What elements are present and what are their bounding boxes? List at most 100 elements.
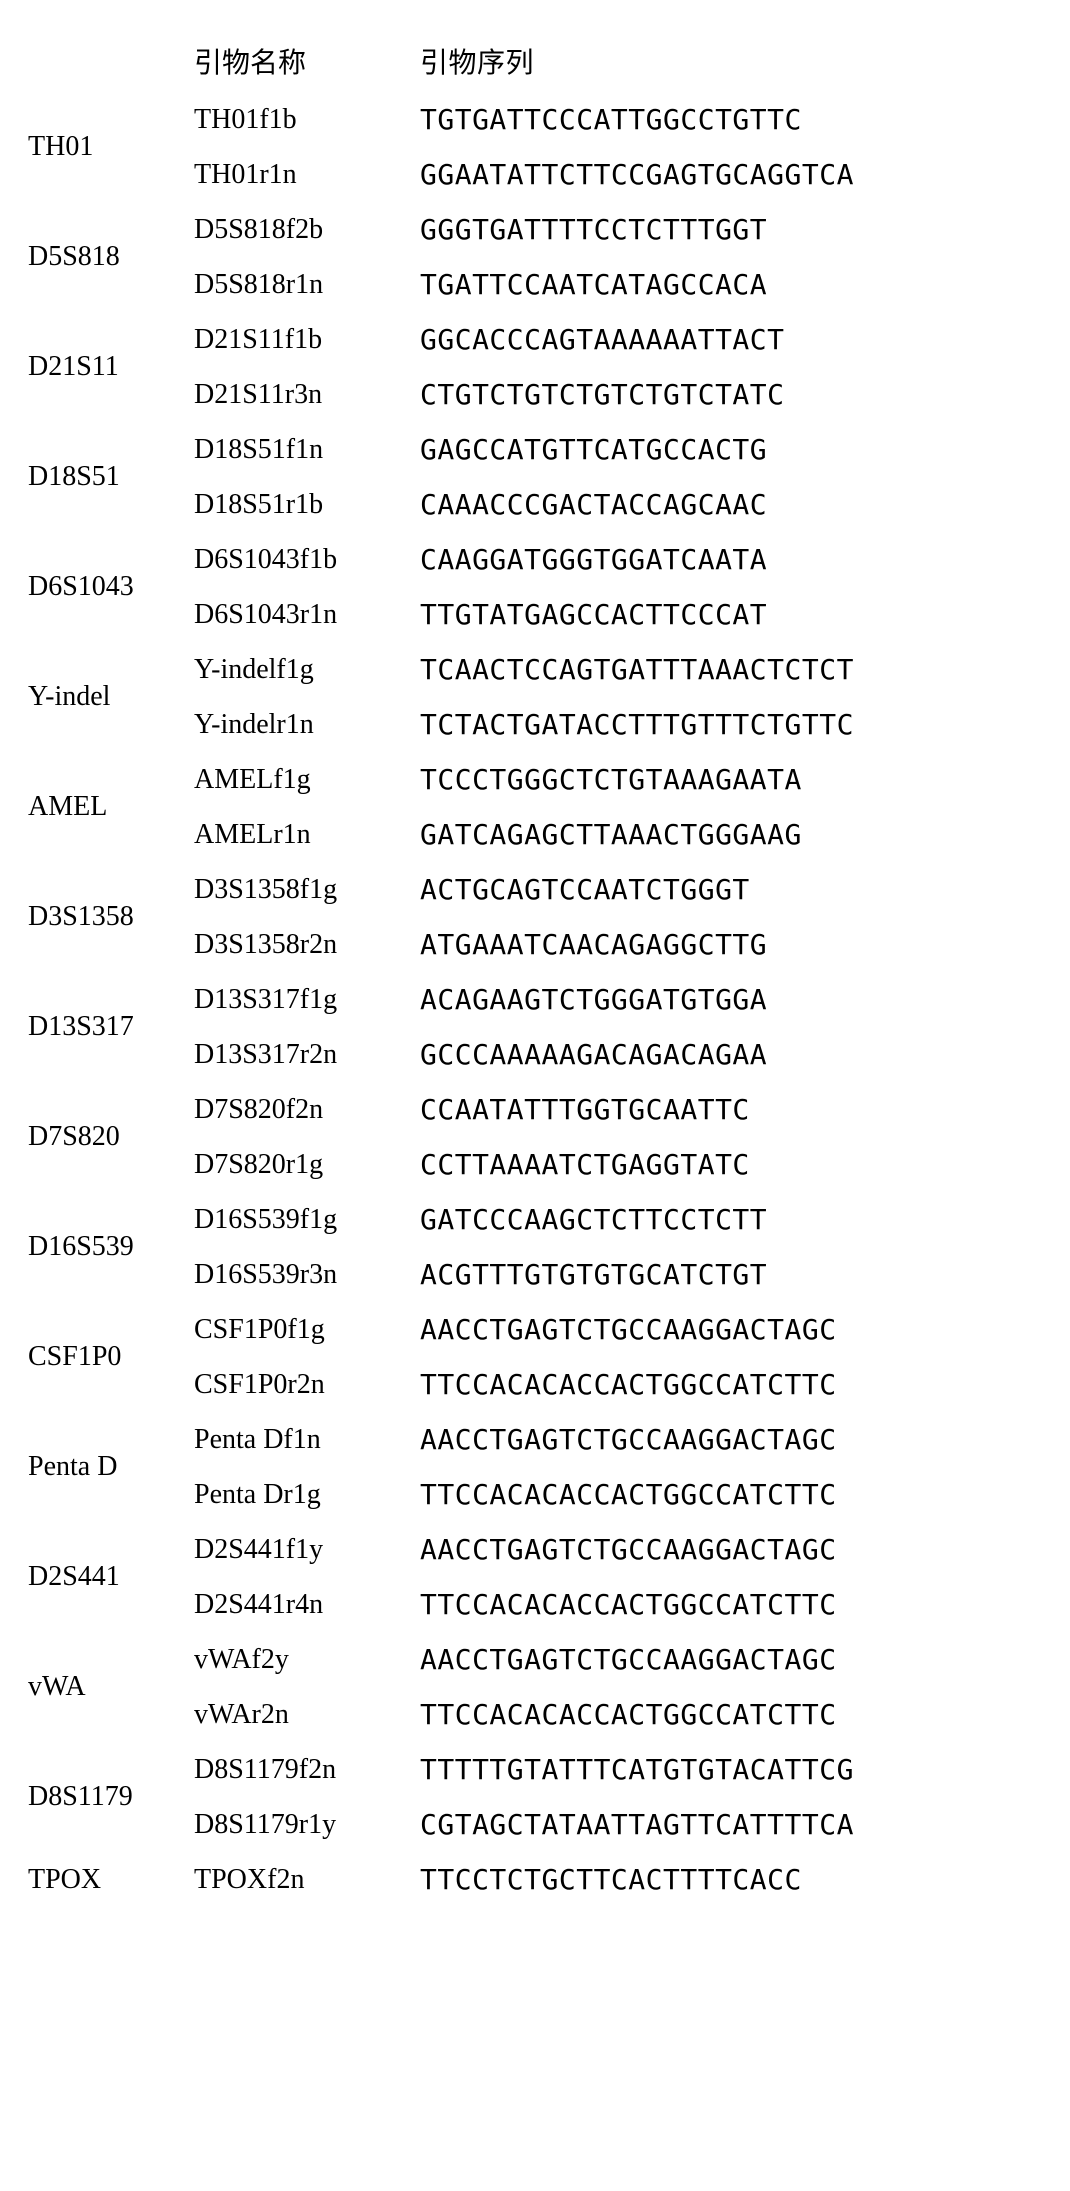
locus-cell: D3S1358: [20, 862, 186, 917]
locus-label: D21S11: [28, 351, 119, 383]
table-row: D13S317D13S317f1gACAGAAGTCTGGGATGTGGA: [20, 972, 1050, 1027]
table-row: D18S51r1bCAAACCCGACTACCAGCAAC: [20, 477, 1050, 532]
primer-name-cell: D18S51r1b: [186, 477, 412, 532]
primer-name-cell: D18S51f1n: [186, 422, 412, 477]
primer-seq-cell: CAAACCCGACTACCAGCAAC: [412, 477, 1050, 532]
primer-seq-cell: GGAATATTCTTCCGAGTGCAGGTCA: [412, 147, 1050, 202]
table-row: D16S539D16S539f1gGATCCCAAGCTCTTCCTCTT: [20, 1192, 1050, 1247]
locus-label: D2S441: [28, 1561, 120, 1593]
locus-cell: Penta D: [20, 1412, 186, 1467]
table-header-row: 引物名称 引物序列: [20, 30, 1050, 92]
table-row: D5S818r1nTGATTCCAATCATAGCCACA: [20, 257, 1050, 312]
table-row: CSF1P0CSF1P0f1gAACCTGAGTCTGCCAAGGACTAGC: [20, 1302, 1050, 1357]
locus-cell: D2S441: [20, 1522, 186, 1577]
primer-name-cell: D13S317r2n: [186, 1027, 412, 1082]
primer-name-cell: D6S1043f1b: [186, 532, 412, 587]
primer-seq-cell: TTGTATGAGCCACTTCCCAT: [412, 587, 1050, 642]
table-row: vWAr2nTTCCACACACCACTGGCCATCTTC: [20, 1687, 1050, 1742]
primer-seq-cell: GGGTGATTTTCCTCTTTGGT: [412, 202, 1050, 257]
locus-label: D16S539: [28, 1231, 134, 1263]
primer-seq-cell: TTCCACACACCACTGGCCATCTTC: [412, 1687, 1050, 1742]
primer-name-cell: CSF1P0r2n: [186, 1357, 412, 1412]
locus-label: Penta D: [28, 1451, 117, 1483]
locus-label: TH01: [28, 131, 93, 163]
primer-name-cell: D5S818f2b: [186, 202, 412, 257]
table-row: TH01r1nGGAATATTCTTCCGAGTGCAGGTCA: [20, 147, 1050, 202]
table-row: D2S441r4nTTCCACACACCACTGGCCATCTTC: [20, 1577, 1050, 1632]
table-row: Penta DPenta Df1nAACCTGAGTCTGCCAAGGACTAG…: [20, 1412, 1050, 1467]
primer-name-cell: CSF1P0f1g: [186, 1302, 412, 1357]
table-row: D3S1358D3S1358f1gACTGCAGTCCAATCTGGGT: [20, 862, 1050, 917]
primer-name-cell: D3S1358f1g: [186, 862, 412, 917]
table-row: AMELAMELf1gTCCCTGGGCTCTGTAAAGAATA: [20, 752, 1050, 807]
primer-name-cell: vWAf2y: [186, 1632, 412, 1687]
table-row: vWAvWAf2yAACCTGAGTCTGCCAAGGACTAGC: [20, 1632, 1050, 1687]
primer-seq-cell: TCCCTGGGCTCTGTAAAGAATA: [412, 752, 1050, 807]
primer-name-cell: D16S539r3n: [186, 1247, 412, 1302]
primer-table: 引物名称 引物序列 TH01TH01f1bTGTGATTCCCATTGGCCTG…: [20, 30, 1050, 1907]
primer-seq-cell: TTCCACACACCACTGGCCATCTTC: [412, 1467, 1050, 1522]
primer-seq-cell: GCCCAAAAAGACAGACAGAA: [412, 1027, 1050, 1082]
primer-name-cell: D16S539f1g: [186, 1192, 412, 1247]
primer-seq-cell: ATGAAATCAACAGAGGCTTG: [412, 917, 1050, 972]
locus-cell: D6S1043: [20, 532, 186, 587]
header-locus: [20, 30, 186, 92]
primer-seq-cell: ACGTTTGTGTGTGCATCTGT: [412, 1247, 1050, 1302]
table-row: D6S1043r1nTTGTATGAGCCACTTCCCAT: [20, 587, 1050, 642]
table-row: D3S1358r2nATGAAATCAACAGAGGCTTG: [20, 917, 1050, 972]
primer-seq-cell: AACCTGAGTCTGCCAAGGACTAGC: [412, 1412, 1050, 1467]
primer-name-cell: D8S1179r1y: [186, 1797, 412, 1852]
primer-seq-cell: CGTAGCTATAATTAGTTCATTTTCA: [412, 1797, 1050, 1852]
primer-name-cell: D2S441f1y: [186, 1522, 412, 1577]
locus-cell: vWA: [20, 1632, 186, 1687]
locus-cell: TH01: [20, 92, 186, 147]
primer-seq-cell: TCTACTGATACCTTTGTTTCTGTTC: [412, 697, 1050, 752]
primer-seq-cell: GATCAGAGCTTAAACTGGGAAG: [412, 807, 1050, 862]
primer-seq-cell: TTCCACACACCACTGGCCATCTTC: [412, 1357, 1050, 1412]
table-row: D7S820r1gCCTTAAAATCTGAGGTATC: [20, 1137, 1050, 1192]
primer-name-cell: D5S818r1n: [186, 257, 412, 312]
table-row: D2S441D2S441f1yAACCTGAGTCTGCCAAGGACTAGC: [20, 1522, 1050, 1577]
header-primer-name: 引物名称: [186, 30, 412, 92]
primer-name-cell: D7S820f2n: [186, 1082, 412, 1137]
locus-label: D5S818: [28, 241, 120, 273]
primer-name-cell: D8S1179f2n: [186, 1742, 412, 1797]
table-row: D7S820D7S820f2nCCAATATTTGGTGCAATTC: [20, 1082, 1050, 1137]
primer-name-cell: Penta Dr1g: [186, 1467, 412, 1522]
table-row: D16S539r3nACGTTTGTGTGTGCATCTGT: [20, 1247, 1050, 1302]
table-row: Y-indelY-indelf1gTCAACTCCAGTGATTTAAACTCT…: [20, 642, 1050, 697]
primer-name-cell: D3S1358r2n: [186, 917, 412, 972]
locus-cell: D16S539: [20, 1192, 186, 1247]
primer-name-cell: Penta Df1n: [186, 1412, 412, 1467]
locus-cell: D13S317: [20, 972, 186, 1027]
table-row: D8S1179r1yCGTAGCTATAATTAGTTCATTTTCA: [20, 1797, 1050, 1852]
locus-cell: TPOX: [20, 1852, 186, 1907]
primer-seq-cell: CCTTAAAATCTGAGGTATC: [412, 1137, 1050, 1192]
primer-name-cell: D21S11f1b: [186, 312, 412, 367]
table-row: D21S11r3nCTGTCTGTCTGTCTGTCTATC: [20, 367, 1050, 422]
table-row: TH01TH01f1bTGTGATTCCCATTGGCCTGTTC: [20, 92, 1050, 147]
primer-seq-cell: GAGCCATGTTCATGCCACTG: [412, 422, 1050, 477]
locus-cell: D7S820: [20, 1082, 186, 1137]
primer-seq-cell: GATCCCAAGCTCTTCCTCTT: [412, 1192, 1050, 1247]
primer-seq-cell: TTTTTGTATTTCATGTGTACATTCG: [412, 1742, 1050, 1797]
primer-name-cell: TPOXf2n: [186, 1852, 412, 1907]
primer-name-cell: D6S1043r1n: [186, 587, 412, 642]
primer-seq-cell: ACTGCAGTCCAATCTGGGT: [412, 862, 1050, 917]
table-row: D13S317r2nGCCCAAAAAGACAGACAGAA: [20, 1027, 1050, 1082]
primer-name-cell: TH01r1n: [186, 147, 412, 202]
table-row: D5S818D5S818f2bGGGTGATTTTCCTCTTTGGT: [20, 202, 1050, 257]
primer-seq-cell: TGATTCCAATCATAGCCACA: [412, 257, 1050, 312]
locus-label: CSF1P0: [28, 1341, 121, 1373]
primer-name-cell: Y-indelr1n: [186, 697, 412, 752]
table-row: D6S1043D6S1043f1bCAAGGATGGGTGGATCAATA: [20, 532, 1050, 587]
locus-cell: CSF1P0: [20, 1302, 186, 1357]
locus-cell: AMEL: [20, 752, 186, 807]
primer-seq-cell: AACCTGAGTCTGCCAAGGACTAGC: [412, 1632, 1050, 1687]
primer-seq-cell: TTCCTCTGCTTCACTTTTCACC: [412, 1852, 1050, 1907]
primer-seq-cell: CAAGGATGGGTGGATCAATA: [412, 532, 1050, 587]
table-row: CSF1P0r2nTTCCACACACCACTGGCCATCTTC: [20, 1357, 1050, 1412]
header-primer-seq: 引物序列: [412, 30, 1050, 92]
table-row: TPOXTPOXf2nTTCCTCTGCTTCACTTTTCACC: [20, 1852, 1050, 1907]
primer-name-cell: D2S441r4n: [186, 1577, 412, 1632]
